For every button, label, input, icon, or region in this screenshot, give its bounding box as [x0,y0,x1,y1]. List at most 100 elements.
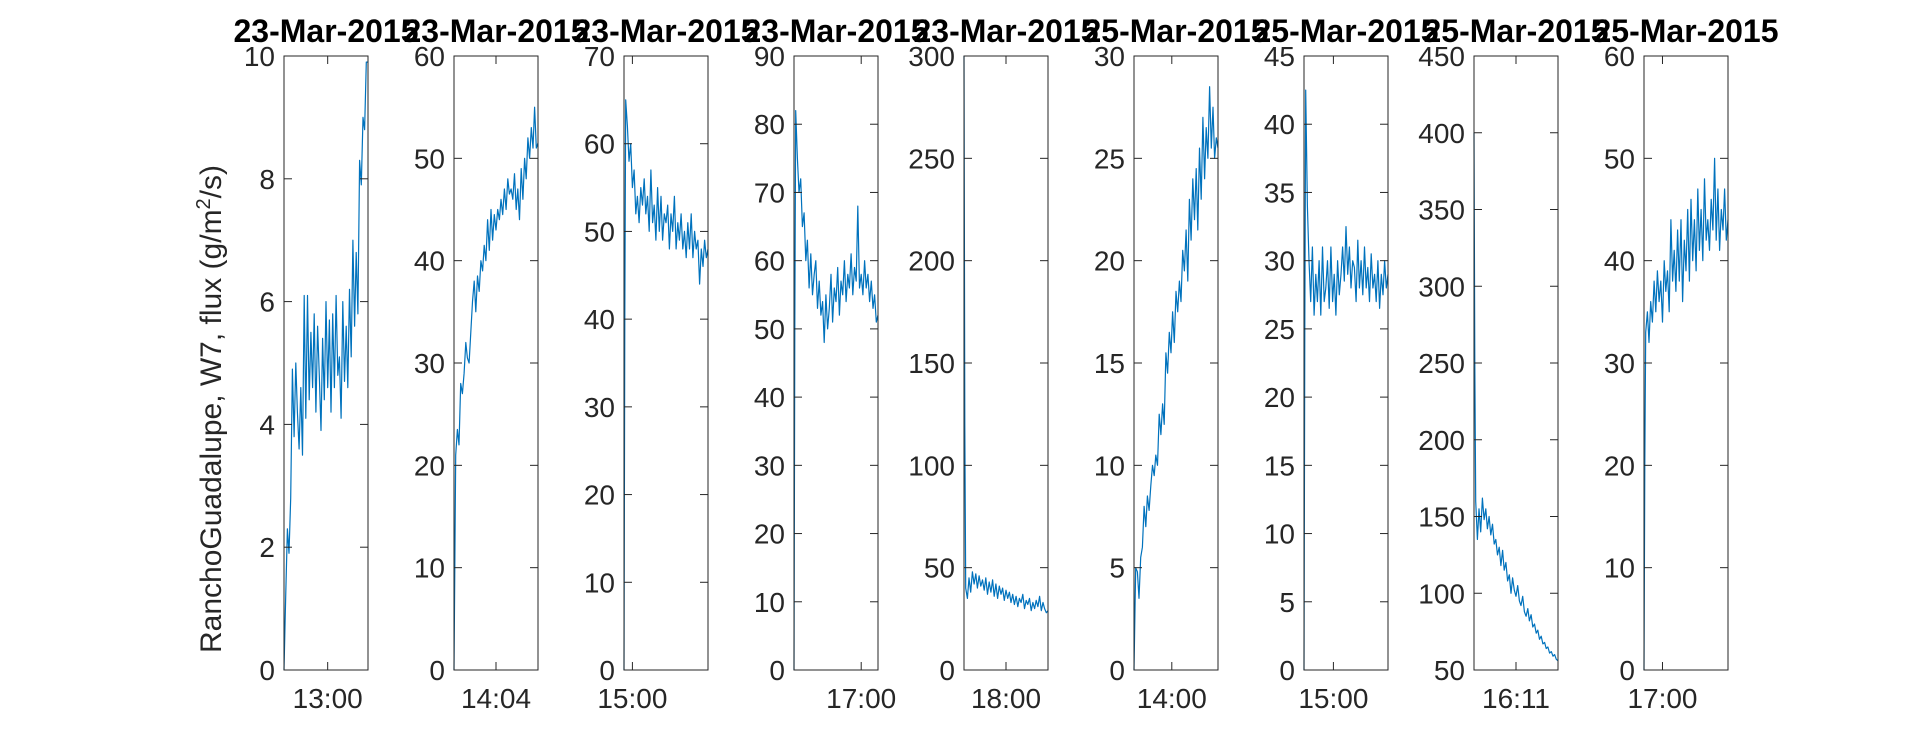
chart-panel-1: 0 2 4 6 8 10 13:00 23-Mar-2015 [234,13,419,714]
y-tick-label: 150 [1418,502,1465,533]
y-tick-label: 25 [1264,314,1295,345]
y-tick-label: 0 [1619,655,1635,686]
y-axis-label: RanchoGuadalupe, W7, flux (g/m2/s) [193,165,228,653]
y-tick-label: 0 [429,655,445,686]
series-line-3 [623,99,709,671]
x-tick-label: 14:00 [1137,683,1207,714]
axes-box-9 [1643,55,1729,671]
y-tick-label: 200 [908,246,955,277]
axes-box-4 [793,55,879,671]
x-tick-label: 16:11 [1482,683,1550,714]
y-tick-label: 40 [1264,109,1295,140]
axes-box-2 [453,55,539,671]
y-tick-label: 10 [1604,553,1635,584]
panel-title: 25-Mar-2015 [1594,13,1779,49]
y-tick-label: 30 [414,348,445,379]
chart-panel-9: 0 10 20 30 40 50 60 17:00 25-Mar-2015 [1594,13,1779,714]
y-tick-label: 2 [259,532,275,563]
y-tick-label: 60 [414,41,445,72]
chart-panel-6: 0 5 10 15 20 25 30 14:00 25-Mar-2015 [1084,13,1269,714]
y-tick-label: 20 [1264,382,1295,413]
axes-box-8 [1473,55,1559,671]
series-line-1 [283,61,368,671]
y-tick-label: 100 [908,450,955,481]
y-tick-label: 20 [584,480,615,511]
y-tick-label: 350 [1418,195,1465,226]
y-tick-label: 40 [584,304,615,335]
y-tick-label: 10 [584,567,615,598]
y-tick-label: 6 [259,287,275,318]
y-axis-label-tail: /s) [195,165,228,198]
y-tick-label: 0 [939,655,955,686]
y-tick-label: 50 [584,216,615,247]
y-tick-label: 250 [908,143,955,174]
x-tick-label: 13:00 [293,683,363,714]
y-tick-label: 60 [1604,41,1635,72]
axes-box-1 [283,55,369,671]
series-line-8 [1473,132,1559,662]
panel-title: 25-Mar-2015 [1254,13,1439,49]
y-tick-label: 5 [1109,553,1125,584]
y-tick-label: 80 [754,109,785,140]
y-tick-label: 0 [1279,655,1295,686]
y-tick-label: 0 [599,655,615,686]
y-tick-label: 25 [1094,143,1125,174]
y-tick-label: 30 [1604,348,1635,379]
y-tick-label: 10 [414,553,445,584]
chart-panel-7: 0 5 10 15 20 25 30 35 40 45 15:00 25-Mar-2015 [1254,13,1439,714]
series-line-6 [1133,86,1219,671]
y-tick-label: 300 [1418,271,1465,302]
y-tick-label: 200 [1418,425,1465,456]
panel-title: 25-Mar-2015 [1424,13,1609,49]
y-tick-label: 50 [924,553,955,584]
y-tick-label: 20 [754,519,785,550]
panel-title: 23-Mar-2015 [404,13,589,49]
series-line-2 [453,106,539,671]
y-tick-label: 300 [908,41,955,72]
chart-panel-4: 0 10 20 30 40 50 60 70 80 90 17:00 23-Mar-2015 [744,13,929,714]
axes-layer: 024681013:0023-Mar-2015010203040506014:0… [234,13,1779,714]
y-tick-label: 50 [1604,143,1635,174]
series-line-5 [963,55,1049,614]
y-tick-label: 4 [259,409,275,440]
y-tick-label: 70 [584,41,615,72]
y-tick-label: 250 [1418,348,1465,379]
y-tick-label: 40 [1604,246,1635,277]
chart-panel-2: 0 10 20 30 40 50 60 14:04 23-Mar-2015 [404,13,589,714]
series-line-4 [793,110,879,671]
y-tick-label: 10 [1264,519,1295,550]
y-axis-label-main: RanchoGuadalupe, W7, flux (g/m [195,209,228,653]
y-tick-label: 30 [754,450,785,481]
panel-title: 23-Mar-2015 [914,13,1099,49]
y-tick-label: 30 [1094,41,1125,72]
y-tick-label: 45 [1264,41,1295,72]
y-tick-label: 90 [754,41,785,72]
y-tick-label: 100 [1418,578,1465,609]
y-tick-label: 10 [1094,450,1125,481]
y-tick-label: 35 [1264,177,1295,208]
y-tick-label: 150 [908,348,955,379]
y-tick-label: 60 [754,246,785,277]
y-tick-label: 30 [1264,246,1295,277]
y-tick-label: 20 [414,450,445,481]
x-tick-label: 15:00 [597,683,667,714]
x-tick-label: 18:00 [971,683,1041,714]
y-tick-label: 5 [1279,587,1295,618]
y-tick-label: 40 [414,246,445,277]
y-tick-label: 20 [1094,246,1125,277]
y-tick-label: 0 [259,655,275,686]
y-tick-label: 50 [414,143,445,174]
x-tick-label: 17:00 [826,683,896,714]
y-tick-label: 10 [244,41,275,72]
panel-title: 23-Mar-2015 [234,13,419,49]
axes-box-3 [623,55,709,671]
axes-box-7 [1303,55,1389,671]
y-tick-label: 8 [259,164,275,195]
y-tick-label: 450 [1418,41,1465,72]
y-tick-label: 15 [1264,450,1295,481]
panel-title: 25-Mar-2015 [1084,13,1269,49]
y-tick-label: 70 [754,177,785,208]
panel-title: 23-Mar-2015 [744,13,929,49]
chart-panel-8: 50 100 150 200 250 300 350 400 450 16:11 25-Mar-20… [1418,13,1608,714]
